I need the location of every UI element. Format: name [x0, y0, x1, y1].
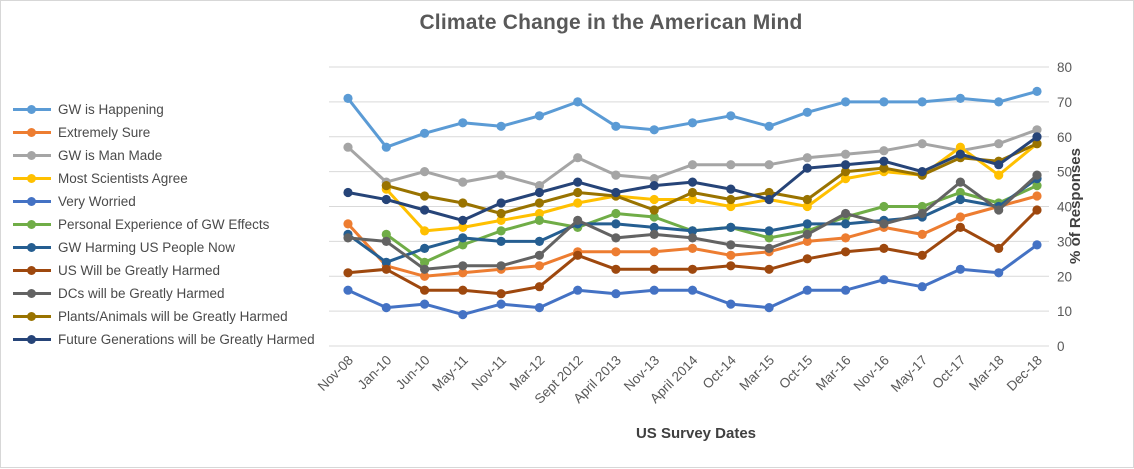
legend-item-2: GW is Man Made: [13, 144, 333, 167]
svg-text:May-17: May-17: [888, 353, 930, 395]
legend-marker-icon: [13, 105, 51, 114]
y-axis-title: % of Responses: [1067, 148, 1084, 264]
series-3: [381, 139, 1042, 236]
svg-text:Oct-17: Oct-17: [929, 353, 968, 392]
legend-label: GW is Man Made: [58, 148, 163, 163]
svg-text:0: 0: [1057, 339, 1065, 354]
legend-marker-icon: [13, 312, 51, 321]
legend-marker-icon: [13, 151, 51, 160]
y-tick-labels-group: 0 10 20 30 40 50 60 70 80: [1057, 60, 1072, 354]
gridlines-group: [329, 66, 1049, 347]
svg-text:May-11: May-11: [429, 353, 471, 395]
svg-text:Nov-08: Nov-08: [315, 353, 356, 394]
svg-text:40: 40: [1057, 200, 1072, 215]
legend-item-10: Future Generations will be Greatly Harme…: [13, 328, 333, 351]
svg-text:50: 50: [1057, 165, 1072, 180]
svg-text:60: 60: [1057, 130, 1072, 145]
legend-item-8: DCs will be Greatly Harmed: [13, 282, 333, 305]
svg-text:Nov-16: Nov-16: [851, 353, 892, 394]
series-4: [343, 240, 1042, 320]
legend-item-1: Extremely Sure: [13, 121, 333, 144]
legend-marker-icon: [13, 266, 51, 275]
legend-marker-icon: [13, 174, 51, 183]
legend-label: GW is Happening: [58, 102, 164, 117]
legend-marker-icon: [13, 128, 51, 137]
legend-marker-icon: [13, 197, 51, 206]
series-7: [343, 205, 1042, 299]
svg-text:20: 20: [1057, 269, 1072, 284]
legend-item-4: Very Worried: [13, 190, 333, 213]
x-axis-title: US Survey Dates: [635, 425, 757, 442]
svg-text:Jan-10: Jan-10: [355, 353, 395, 393]
svg-text:Mar-16: Mar-16: [813, 353, 854, 394]
svg-text:Mar-15: Mar-15: [736, 353, 777, 394]
legend-marker-icon: [13, 220, 51, 229]
legend-label: Very Worried: [58, 194, 136, 209]
legend-label: Future Generations will be Greatly Harme…: [58, 332, 315, 347]
series-0: [343, 86, 1042, 152]
series-9: [381, 139, 1042, 219]
legend-label: Personal Experience of GW Effects: [58, 217, 270, 232]
legend-label: US Will be Greatly Harmed: [58, 263, 221, 278]
legend-label: Extremely Sure: [58, 125, 151, 140]
svg-text:30: 30: [1057, 234, 1072, 249]
legend-label: DCs will be Greatly Harmed: [58, 286, 225, 301]
svg-text:Dec-18: Dec-18: [1004, 353, 1045, 394]
legend-item-6: GW Harming US People Now: [13, 236, 333, 259]
legend-item-0: GW is Happening: [13, 98, 333, 121]
legend-item-9: Plants/Animals will be Greatly Harmed: [13, 305, 333, 328]
legend-label: Most Scientists Agree: [58, 171, 188, 186]
legend-item-3: Most Scientists Agree: [13, 167, 333, 190]
svg-text:70: 70: [1057, 95, 1072, 110]
svg-text:Oct-15: Oct-15: [776, 353, 815, 392]
series-8: [343, 170, 1042, 274]
legend-label: GW Harming US People Now: [58, 240, 236, 255]
legend-marker-icon: [13, 243, 51, 252]
x-tick-labels-group: Nov-08Jan-10Jun-10May-11Nov-11Mar-12Sept…: [315, 352, 1045, 406]
svg-text:Mar-18: Mar-18: [966, 353, 1007, 394]
chart-title: Climate Change in the American Mind: [419, 11, 803, 34]
svg-text:Oct-14: Oct-14: [700, 352, 740, 392]
series-10: [343, 132, 1042, 225]
legend-marker-icon: [13, 289, 51, 298]
legend-item-7: US Will be Greatly Harmed: [13, 259, 333, 282]
legend: GW is Happening Extremely Sure GW is Man…: [13, 98, 333, 351]
series-lines-group: [343, 86, 1042, 320]
svg-text:Jun-10: Jun-10: [393, 353, 433, 393]
series-2: [343, 125, 1042, 191]
svg-text:Nov-11: Nov-11: [469, 353, 510, 394]
legend-label: Plants/Animals will be Greatly Harmed: [58, 309, 288, 324]
legend-item-5: Personal Experience of GW Effects: [13, 213, 333, 236]
svg-text:80: 80: [1057, 60, 1072, 75]
legend-marker-icon: [13, 335, 51, 344]
svg-text:10: 10: [1057, 304, 1072, 319]
